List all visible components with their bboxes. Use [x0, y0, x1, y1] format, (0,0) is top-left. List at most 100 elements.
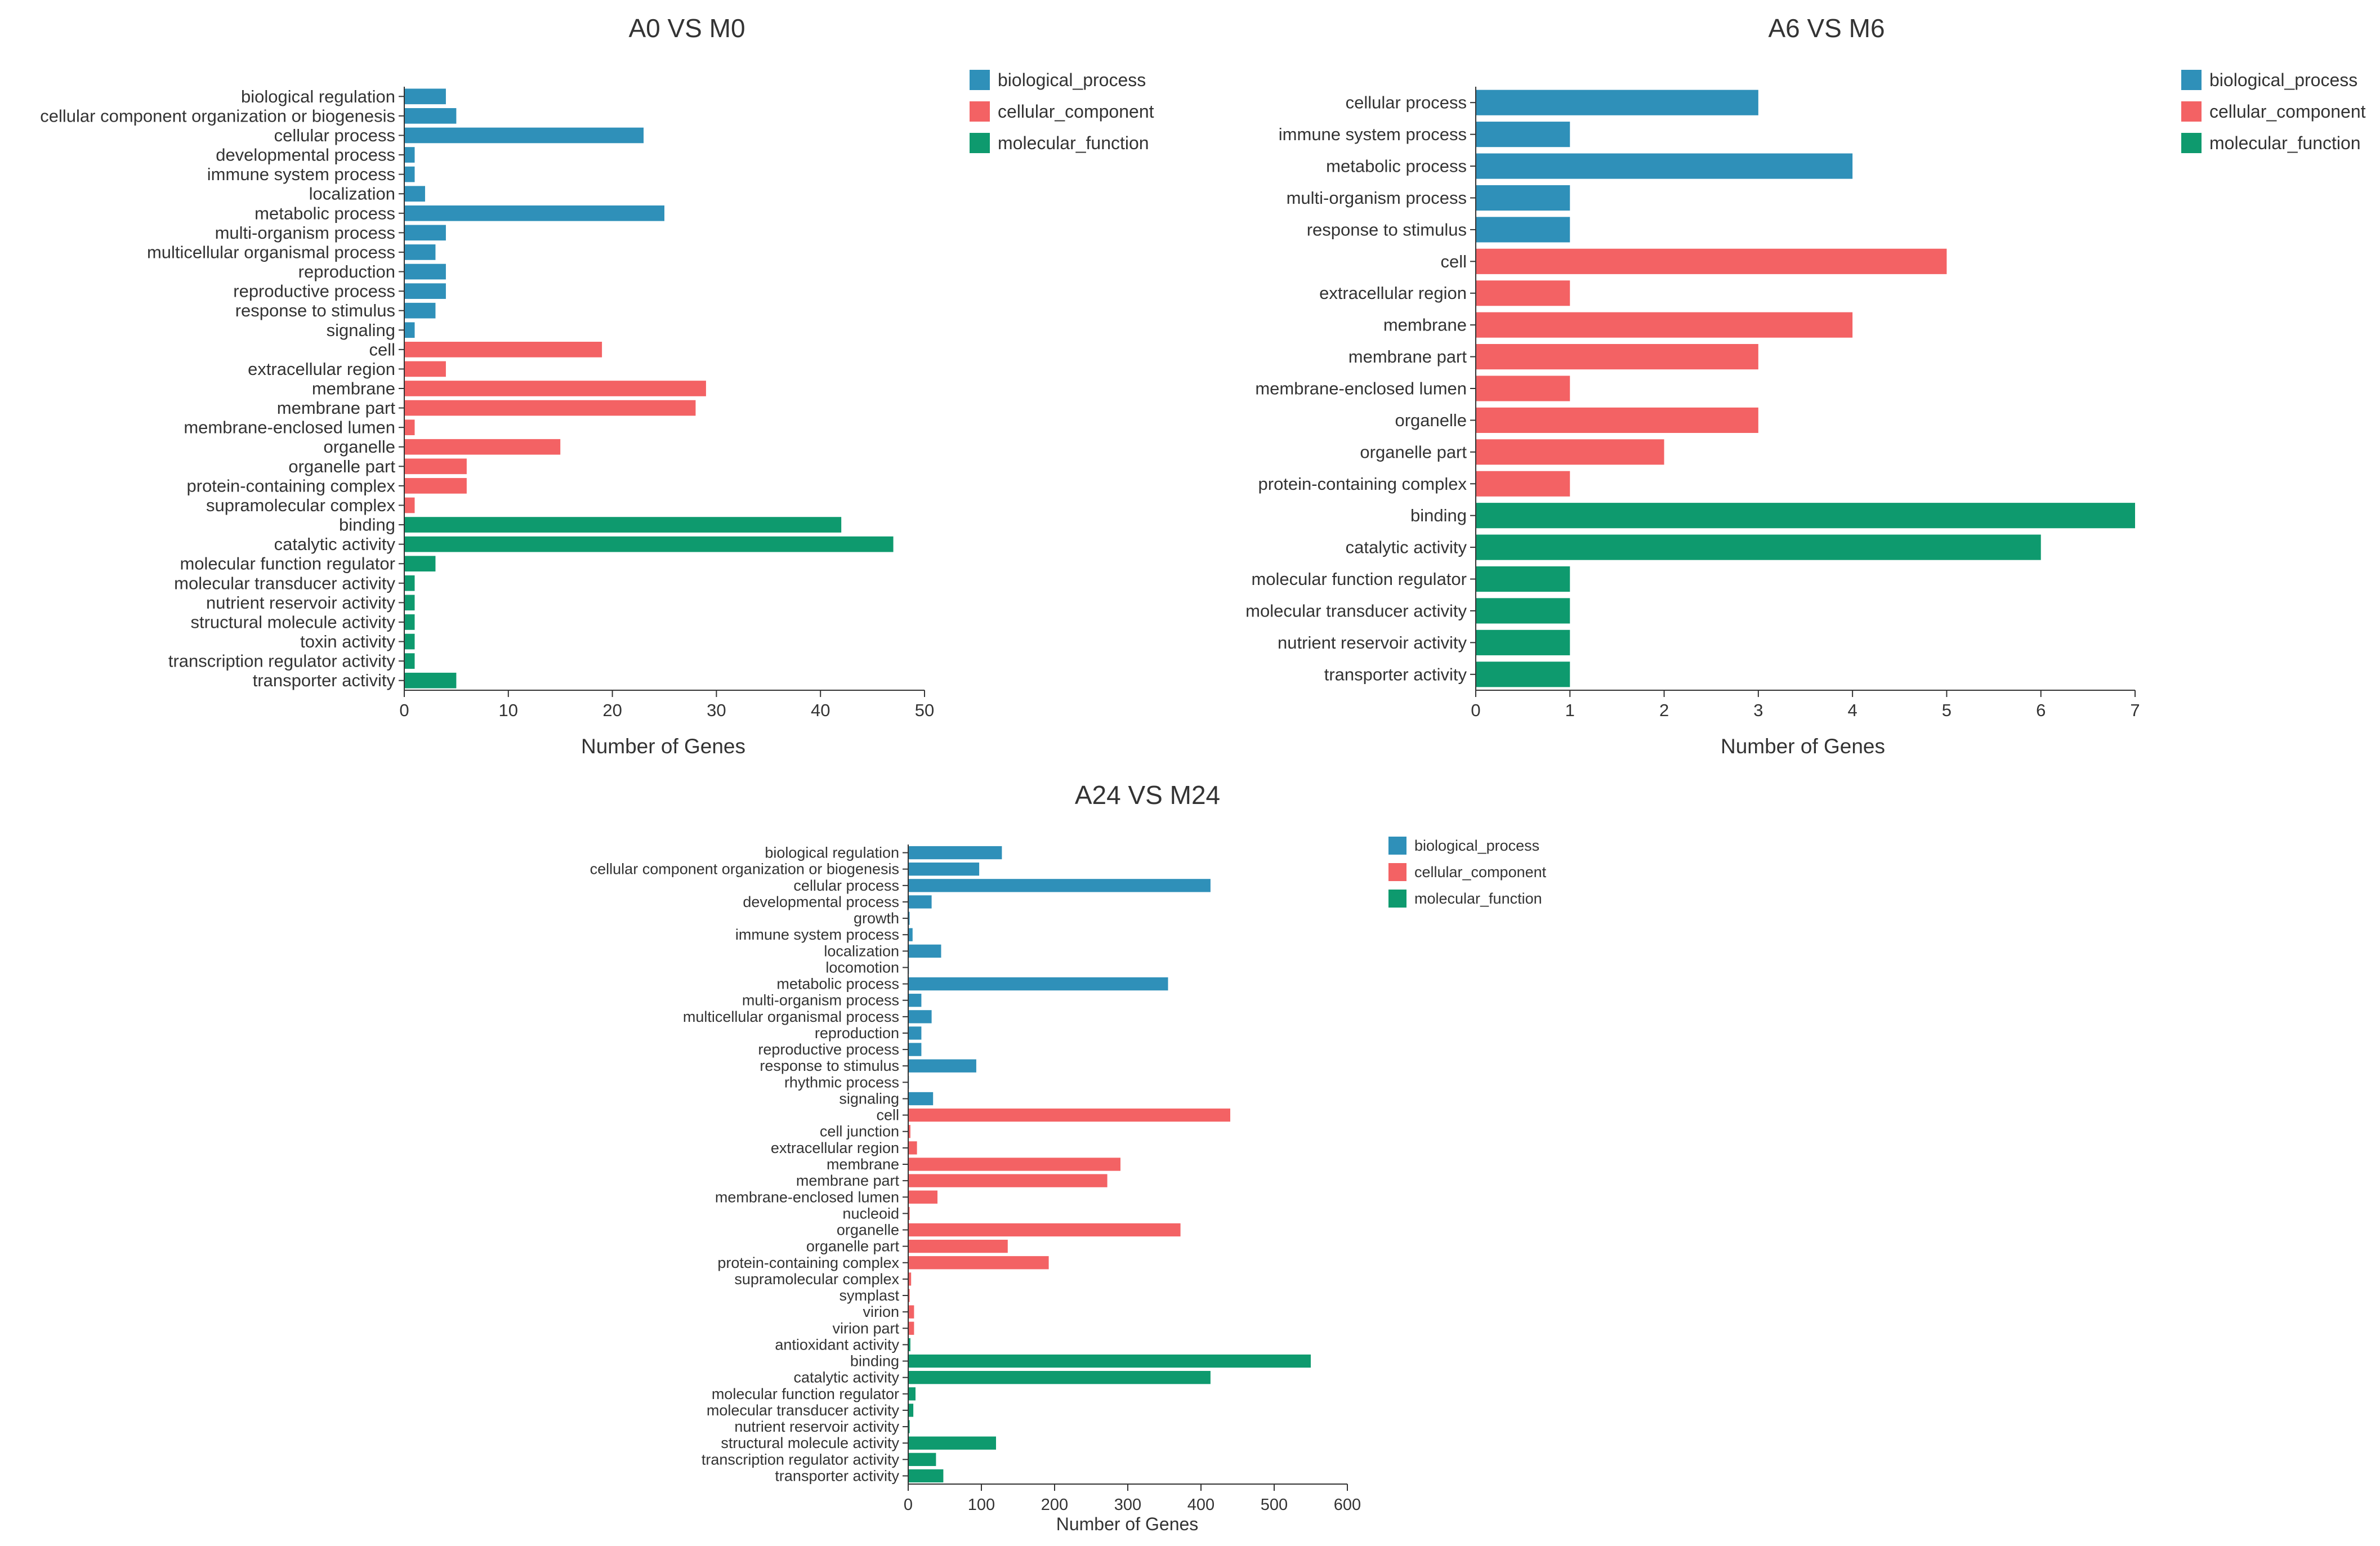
bar-molecular-function	[909, 1387, 916, 1401]
bar-cellular-component	[405, 381, 706, 396]
x-tick-label: 7	[2130, 700, 2140, 720]
category-label: reproduction	[298, 262, 395, 282]
bar-cellular-component	[1476, 280, 1570, 306]
category-label: molecular function regulator	[712, 1386, 899, 1402]
category-label: nucleoid	[842, 1205, 899, 1222]
bar-molecular-function	[405, 633, 415, 650]
category-label: virion part	[832, 1320, 899, 1337]
bar-biological-process	[1476, 153, 1853, 179]
bar-biological-process	[909, 928, 913, 941]
category-label: biological regulation	[241, 87, 395, 106]
bar-molecular-function	[405, 556, 436, 572]
legend-swatch	[1388, 837, 1406, 855]
x-axis-label: Number of Genes	[581, 735, 745, 758]
bar-biological-process	[909, 879, 1211, 892]
bar-molecular-function	[909, 1469, 944, 1483]
bar-molecular-function	[1476, 503, 2135, 529]
category-label: localization	[824, 942, 899, 959]
bar-molecular-function	[909, 1420, 910, 1433]
bar-cellular-component	[1476, 407, 1758, 433]
category-label: metabolic process	[254, 203, 395, 223]
bar-molecular-function	[1476, 566, 1570, 592]
legend-label: cellular_component	[1414, 864, 1547, 881]
bar-biological-process	[405, 108, 457, 124]
bar-biological-process	[405, 205, 664, 221]
category-label: metabolic process	[1326, 157, 1467, 176]
bar-biological-process	[909, 1026, 922, 1040]
category-label: cell junction	[820, 1123, 899, 1140]
bar-cellular-component	[909, 1174, 1108, 1187]
bar-molecular-function	[405, 536, 894, 552]
bar-biological-process	[405, 88, 446, 105]
category-label: response to stimulus	[235, 301, 395, 320]
category-label: multicellular organismal process	[683, 1008, 899, 1025]
chart-a24-vs-m24: A24 VS M24 Number of Genes 0 100 200 300 400…	[405, 771, 1700, 1546]
bar-biological-process	[405, 302, 436, 319]
x-tick-label: 600	[1334, 1496, 1361, 1514]
x-tick-label: 2	[1659, 700, 1669, 720]
bar-cellular-component	[1476, 312, 1853, 338]
legend-label: biological_process	[998, 70, 1146, 90]
category-label: immune system process	[207, 164, 395, 184]
bar-cellular-component	[909, 1158, 1120, 1171]
category-label: metabolic process	[776, 976, 899, 993]
category-label: extracellular region	[771, 1140, 899, 1156]
category-label: protein-containing complex	[717, 1254, 899, 1271]
category-label: molecular transducer activity	[174, 573, 395, 593]
legend-swatch	[1388, 863, 1406, 881]
bar-molecular-function	[909, 1436, 996, 1450]
category-label: multi-organism process	[215, 223, 395, 243]
category-label: organelle part	[1360, 442, 1467, 462]
bar-biological-process	[405, 147, 415, 163]
category-label: organelle part	[288, 457, 395, 476]
bar-cellular-component	[909, 1256, 1049, 1270]
category-label: multi-organism process	[1287, 188, 1467, 208]
category-label: cell	[369, 339, 395, 359]
bar-biological-process	[405, 186, 425, 202]
category-label: locomotion	[825, 959, 899, 976]
bar-biological-process	[909, 1059, 976, 1073]
legend-swatch	[970, 70, 990, 90]
category-label: cellular component organization or bioge…	[40, 106, 395, 126]
category-label: signaling	[839, 1090, 899, 1107]
bar-biological-process	[405, 263, 446, 280]
chart-a6-vs-m6-svg: A6 VS M6 Number of Genes 0 1 2 3 4 5 6 7 cellula…	[1245, 14, 2365, 758]
category-label: reproductive process	[758, 1041, 899, 1058]
x-tick-label: 300	[1114, 1496, 1141, 1514]
x-axis-label: Number of Genes	[1056, 1514, 1199, 1534]
category-label: developmental process	[743, 893, 899, 910]
bar-molecular-function	[405, 653, 415, 669]
x-axis-label: Number of Genes	[1721, 735, 1885, 758]
bar-cellular-component	[1476, 376, 1570, 401]
bar-molecular-function	[1476, 662, 1570, 687]
category-label: nutrient reservoir activity	[1278, 633, 1467, 653]
bar-cellular-component	[909, 1190, 937, 1204]
bar-molecular-function	[405, 517, 842, 533]
category-label: catalytic activity	[274, 534, 396, 554]
bar-cellular-component	[405, 342, 602, 358]
bar-biological-process	[909, 1010, 932, 1024]
category-label: supramolecular complex	[734, 1271, 899, 1288]
x-tick-label: 3	[1753, 700, 1763, 720]
category-label: structural molecule activity	[721, 1435, 899, 1451]
x-tick-label: 0	[1471, 700, 1480, 720]
category-label: structural molecule activity	[190, 612, 395, 632]
category-label: nutrient reservoir activity	[734, 1418, 899, 1435]
category-label: membrane-enclosed lumen	[1255, 379, 1467, 399]
x-tick-label: 30	[707, 700, 726, 720]
category-label: multi-organism process	[742, 992, 899, 1009]
legend-swatch	[1388, 890, 1406, 908]
bar-cellular-component	[909, 1223, 1181, 1237]
category-label: multicellular organismal process	[147, 242, 395, 262]
bar-molecular-function	[909, 1404, 914, 1417]
category-label: molecular transducer activity	[707, 1402, 900, 1419]
category-label: cellular process	[274, 126, 395, 145]
bar-molecular-function	[405, 575, 415, 591]
category-label: membrane	[312, 379, 395, 399]
bar-cellular-component	[405, 419, 415, 435]
bar-biological-process	[405, 244, 436, 260]
bar-molecular-function	[405, 595, 415, 611]
category-label: molecular function regulator	[180, 554, 395, 574]
bar-biological-process	[909, 1043, 922, 1056]
category-label: organelle	[837, 1222, 899, 1239]
